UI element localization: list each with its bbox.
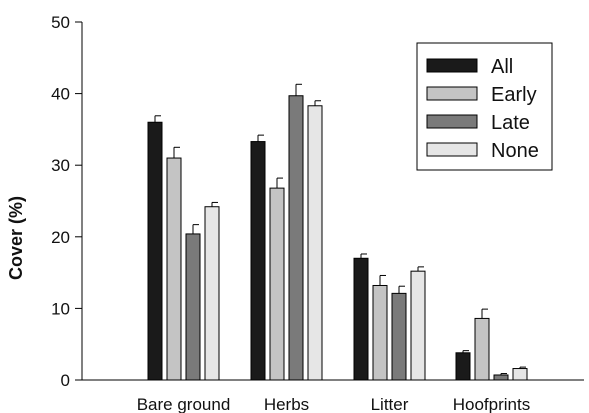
bar <box>147 121 163 381</box>
bar <box>166 157 182 381</box>
bar <box>353 257 369 381</box>
legend: All Early Late None <box>416 42 553 171</box>
bar <box>372 284 388 381</box>
y-tick-label: 50 <box>51 13 70 32</box>
x-tick-label: Bare ground <box>137 395 231 413</box>
y-axis-label: Cover (%) <box>6 196 26 280</box>
axes: 0 10 20 30 40 50 <box>51 13 584 390</box>
x-tick-label: Herbs <box>264 395 309 413</box>
y-tick-label: 20 <box>51 228 70 247</box>
y-tick-label: 40 <box>51 85 70 104</box>
bar <box>512 368 528 381</box>
legend-swatch <box>426 58 478 73</box>
bar <box>391 292 407 381</box>
bar <box>250 141 266 381</box>
bar <box>307 105 323 381</box>
y-tick-label: 10 <box>51 299 70 318</box>
x-tick-label: Hoofprints <box>453 395 530 413</box>
bar <box>269 187 285 381</box>
legend-label: None <box>491 140 539 162</box>
legend-swatch <box>426 114 478 129</box>
legend-label: Early <box>491 84 537 106</box>
x-tick-label: Litter <box>371 395 409 413</box>
bar <box>185 233 201 381</box>
bar <box>410 270 426 381</box>
bar <box>493 374 509 381</box>
legend-swatch <box>426 142 478 157</box>
bars: Bare ground Herbs Litter Hoofprints <box>137 83 530 413</box>
y-tick-label: 30 <box>51 156 70 175</box>
legend-swatch <box>426 86 478 101</box>
legend-label: Late <box>491 112 530 134</box>
y-tick-label: 0 <box>61 371 70 390</box>
bar <box>474 317 490 381</box>
bar <box>288 95 304 381</box>
bar <box>455 352 471 381</box>
legend-label: All <box>491 56 513 78</box>
bar <box>204 206 220 381</box>
